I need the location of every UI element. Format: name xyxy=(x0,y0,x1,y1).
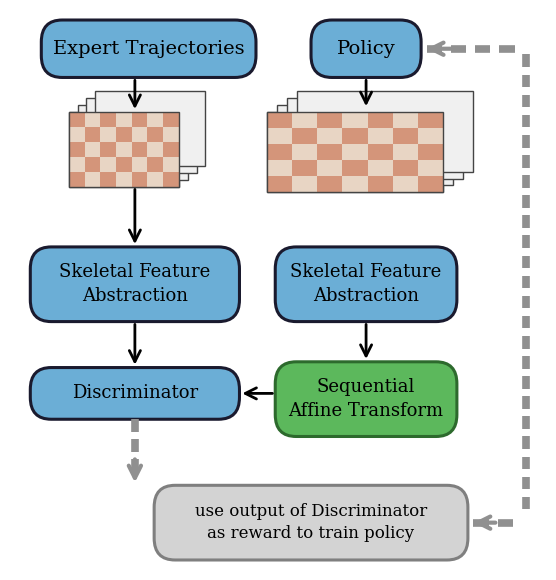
Bar xyxy=(317,128,342,144)
Bar xyxy=(85,127,100,142)
Text: use output of Discriminator
as reward to train policy: use output of Discriminator as reward to… xyxy=(195,503,427,542)
Bar xyxy=(116,112,132,127)
Text: Skeletal Feature
Abstraction: Skeletal Feature Abstraction xyxy=(290,263,441,305)
Bar xyxy=(116,142,132,157)
Bar xyxy=(132,172,147,187)
Bar xyxy=(317,144,342,160)
Bar xyxy=(132,112,147,127)
Bar xyxy=(368,112,393,128)
Bar xyxy=(85,157,100,172)
Bar xyxy=(292,176,317,193)
Bar xyxy=(78,105,188,180)
Bar xyxy=(163,127,179,142)
Bar xyxy=(163,112,179,127)
Bar xyxy=(342,176,368,193)
Bar xyxy=(147,142,163,157)
Bar xyxy=(267,112,443,193)
Bar xyxy=(86,98,196,173)
Bar xyxy=(342,144,368,160)
Bar xyxy=(69,112,179,187)
FancyBboxPatch shape xyxy=(311,20,421,78)
Text: Sequential
Affine Transform: Sequential Affine Transform xyxy=(289,378,444,420)
Bar xyxy=(418,112,443,128)
Bar xyxy=(393,128,418,144)
Bar xyxy=(292,112,317,128)
Bar xyxy=(132,157,147,172)
Bar xyxy=(100,142,116,157)
Bar xyxy=(393,160,418,176)
FancyBboxPatch shape xyxy=(154,485,468,560)
Bar xyxy=(393,112,418,128)
Bar xyxy=(85,172,100,187)
Bar xyxy=(267,112,292,128)
Bar xyxy=(69,112,179,187)
FancyBboxPatch shape xyxy=(30,368,240,419)
Bar xyxy=(132,127,147,142)
Bar xyxy=(267,112,443,193)
Bar xyxy=(317,112,342,128)
Bar xyxy=(116,157,132,172)
Bar xyxy=(342,112,368,128)
Bar xyxy=(163,157,179,172)
Bar xyxy=(267,128,292,144)
Bar xyxy=(69,157,85,172)
Bar xyxy=(418,144,443,160)
Text: Policy: Policy xyxy=(337,40,395,58)
Bar xyxy=(287,98,463,179)
Bar xyxy=(292,160,317,176)
Bar xyxy=(368,176,393,193)
Bar xyxy=(418,160,443,176)
Bar xyxy=(100,112,116,127)
Bar xyxy=(147,157,163,172)
Bar xyxy=(85,112,100,127)
Bar xyxy=(292,144,317,160)
Bar xyxy=(100,127,116,142)
Bar xyxy=(317,160,342,176)
Bar xyxy=(69,142,85,157)
Bar xyxy=(147,112,163,127)
Bar xyxy=(368,160,393,176)
FancyBboxPatch shape xyxy=(30,247,240,321)
Bar xyxy=(85,142,100,157)
FancyBboxPatch shape xyxy=(41,20,256,78)
Bar xyxy=(368,144,393,160)
Bar xyxy=(163,172,179,187)
Bar xyxy=(132,142,147,157)
Bar xyxy=(69,172,85,187)
Bar xyxy=(116,172,132,187)
Bar xyxy=(267,160,292,176)
Text: Expert Trajectories: Expert Trajectories xyxy=(53,40,245,58)
Bar xyxy=(342,160,368,176)
Bar xyxy=(277,105,453,186)
Bar xyxy=(147,127,163,142)
Bar xyxy=(368,128,393,144)
Bar xyxy=(163,142,179,157)
Bar xyxy=(69,112,85,127)
Bar xyxy=(267,144,292,160)
Bar xyxy=(100,157,116,172)
Text: Skeletal Feature
Abstraction: Skeletal Feature Abstraction xyxy=(59,263,211,305)
Bar xyxy=(116,127,132,142)
Bar xyxy=(418,128,443,144)
Bar xyxy=(342,128,368,144)
Bar xyxy=(69,127,85,142)
Bar xyxy=(267,176,292,193)
Bar xyxy=(292,128,317,144)
Text: Discriminator: Discriminator xyxy=(72,385,198,403)
Bar xyxy=(393,176,418,193)
Bar xyxy=(95,91,205,166)
Bar xyxy=(418,176,443,193)
Bar xyxy=(100,172,116,187)
Bar xyxy=(393,144,418,160)
Bar xyxy=(297,91,473,172)
FancyBboxPatch shape xyxy=(275,362,457,437)
FancyBboxPatch shape xyxy=(275,247,457,321)
Bar xyxy=(147,172,163,187)
Bar xyxy=(317,176,342,193)
